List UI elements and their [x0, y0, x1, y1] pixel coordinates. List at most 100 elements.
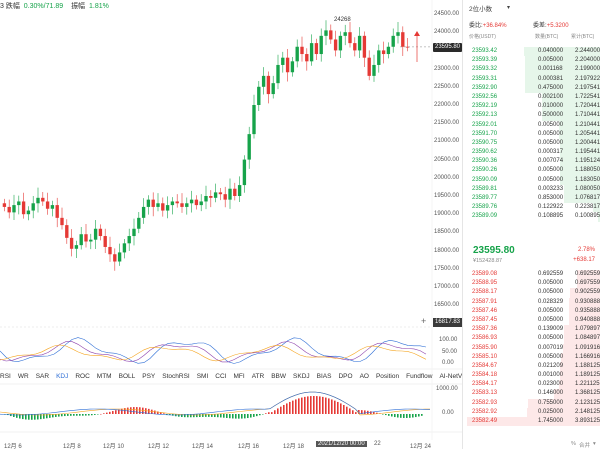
orderbook-row[interactable]: 23587.36 0.139009 1.079897 [463, 325, 600, 335]
candlestick-chart[interactable] [0, 0, 462, 449]
orderbook-row[interactable]: 23589.77 0.853000 1.076817 [463, 194, 600, 204]
time-axis-label: 12月 18 [283, 444, 305, 450]
orderbook-row[interactable]: 23593.31 0.000381 2.197922 [463, 74, 600, 84]
histogram-bar [142, 407, 144, 414]
orderbook-row[interactable]: 23582.49 1.745000 3.893125 [463, 417, 600, 427]
orderbook-row[interactable]: 23584.18 0.001000 1.189125 [463, 371, 600, 381]
histogram-bar [58, 414, 60, 417]
orderbook-row[interactable]: 23585.90 0.007019 1.091916 [463, 343, 600, 353]
histogram-bar [244, 414, 246, 419]
depth-bar [597, 212, 600, 222]
orderbook-row[interactable]: 23593.39 0.005000 2.204000 [463, 56, 600, 66]
orderbook-row[interactable]: 23593.42 0.040000 2.244000 [463, 47, 600, 57]
tab-cci[interactable]: CCI [215, 373, 227, 380]
orderbook-row[interactable]: 23584.67 0.021209 1.188125 [463, 361, 600, 372]
orderbook-row[interactable]: 23588.17 0.005000 0.902559 [463, 288, 600, 298]
orderbook-row[interactable]: 23590.36 0.007074 1.195124 [463, 157, 600, 167]
candle-body [405, 46, 410, 48]
tab-dpo[interactable]: DPO [338, 373, 353, 380]
histogram-bar [364, 410, 366, 414]
add-indicator-icon[interactable]: + [421, 316, 427, 326]
indicator-tabs[interactable]: RSI WR SAR KDJ ROC MTM BOLL PSY StochRSI SMI CCI MF… [0, 371, 495, 383]
candle-body [343, 32, 347, 36]
order-price: 23589.76 [472, 204, 498, 211]
tab-wr[interactable]: WR [17, 373, 29, 380]
tab-mfi[interactable]: MFI [233, 373, 245, 380]
orderbook-row[interactable]: 23587.46 0.005000 0.935888 [463, 306, 600, 316]
order-amount: 0.003233 [538, 185, 564, 192]
orderbook-row[interactable]: 23589.08 0.692559 0.692559 [463, 270, 600, 280]
orderbook-row[interactable]: 23590.26 0.005000 1.188050 [463, 166, 600, 176]
order-price: 23592.01 [472, 121, 498, 128]
orderbook-row[interactable]: 23589.09 0.108895 0.100895 [463, 212, 600, 222]
orderbook-row[interactable]: 23590.09 0.005000 1.183050 [463, 175, 600, 185]
last-price: 23595.80 [473, 245, 515, 256]
orderbook-row[interactable]: 23582.93 0.755000 2.123125 [463, 398, 600, 408]
histogram-bar [418, 414, 420, 417]
orderbook-row[interactable]: 23591.70 0.005000 1.205441 [463, 129, 600, 139]
tab-rsi[interactable]: RSI [0, 373, 11, 380]
merge-label[interactable]: 合并 [579, 443, 591, 449]
tab-ao[interactable]: AO [359, 373, 369, 380]
orderbook-row[interactable]: 23582.92 0.025000 2.148125 [463, 407, 600, 417]
tab-mtm[interactable]: MTM [96, 373, 112, 380]
chart-area[interactable]: 3 跌幅 0.30%/71.89 振幅 1.81% 24500.00 24000.… [0, 0, 495, 450]
orderbook-row[interactable]: 23592.01 0.005000 1.210441 [463, 120, 600, 130]
time-axis-label: 22 [374, 441, 381, 447]
merge-chevron-icon[interactable]: ▾ [593, 441, 596, 447]
orderbook-row[interactable]: 23589.81 0.003233 1.080050 [463, 184, 600, 194]
order-price: 23584.17 [472, 381, 498, 388]
histogram-bar [343, 405, 345, 414]
price-axis-label: 21000.00 [434, 138, 460, 145]
candle-body [74, 245, 79, 249]
orderbook-row[interactable]: 23585.10 0.005000 1.166916 [463, 352, 600, 362]
tab-roc[interactable]: ROC [75, 373, 90, 380]
tab-fundflow[interactable]: Fundflow [406, 373, 433, 380]
tab-smi[interactable]: SMI [196, 373, 209, 380]
diff-label: 委差 [533, 23, 546, 29]
orderbook-panel: 2位小数 ▾ 委比:+36.84% 委差:+5.3200 价格(USDT) 数量… [462, 0, 600, 449]
orderbook-row[interactable]: 23587.91 0.028329 0.930888 [463, 297, 600, 307]
orderbook-row[interactable]: 23589.76 0.122922 0.223817 [463, 203, 600, 213]
tab-boll[interactable]: BOLL [118, 373, 136, 380]
tab-position[interactable]: Position [375, 373, 400, 380]
orderbook-row[interactable]: 23590.75 0.005000 1.200441 [463, 138, 600, 149]
orderbook-row[interactable]: 23592.90 0.475000 2.197541 [463, 83, 600, 93]
amplitude-label: 振幅 [71, 3, 86, 10]
price-arrow-icon [414, 31, 420, 36]
histogram-bar [253, 414, 255, 417]
chevron-down-icon[interactable]: ▾ [507, 5, 511, 11]
precision-selector[interactable]: 2位小数 [469, 6, 493, 13]
tab-atr[interactable]: ATR [251, 373, 265, 380]
histogram-bar [217, 414, 219, 418]
orderbook-row[interactable]: 23584.17 0.023000 1.221125 [463, 380, 600, 390]
order-amount: 0.475000 [538, 84, 564, 91]
orderbook-row[interactable]: 23587.45 0.005000 0.940888 [463, 315, 600, 326]
tab-kdj[interactable]: KDJ [56, 373, 69, 380]
tab-skdj[interactable]: SKDJ [293, 373, 310, 380]
orderbook-row[interactable]: 23588.95 0.005000 0.697559 [463, 279, 600, 289]
orderbook-row[interactable]: 23592.13 0.500000 1.710441 [463, 111, 600, 121]
histogram-bar [238, 414, 240, 419]
order-price: 23582.93 [472, 399, 498, 406]
depth-bar [559, 138, 600, 149]
time-axis-label: 12月 24 [410, 444, 432, 450]
orderbook-row[interactable]: 23590.62 0.000317 1.195441 [463, 148, 600, 158]
tab-sar[interactable]: SAR [35, 373, 50, 380]
orderbook-row[interactable]: 23593.32 0.001168 2.199000 [463, 65, 600, 75]
tab-stochrsi[interactable]: StochRSI [162, 373, 190, 380]
percent-toggle[interactable]: % [571, 441, 576, 447]
orderbook-row[interactable]: 23592.19 0.010000 1.720441 [463, 102, 600, 112]
col-total: 累计(BTC) [571, 34, 595, 40]
price-axis-label: 22000.00 [434, 102, 460, 108]
orderbook-row[interactable]: 23592.56 0.002100 1.722541 [463, 92, 600, 103]
orderbook-row[interactable]: 23586.93 0.005000 1.084897 [463, 334, 600, 344]
tab-ai-netvol[interactable]: AI-NetVOL [439, 373, 471, 380]
histogram-bar [391, 414, 393, 417]
orderbook-row[interactable]: 23583.13 0.146000 1.368125 [463, 389, 600, 399]
tab-psy[interactable]: PSY [142, 373, 156, 380]
tab-bbw[interactable]: BBW [271, 373, 287, 380]
order-price: 23589.08 [472, 271, 498, 277]
histogram-bar [256, 414, 258, 417]
tab-bias[interactable]: BIAS [316, 373, 332, 380]
